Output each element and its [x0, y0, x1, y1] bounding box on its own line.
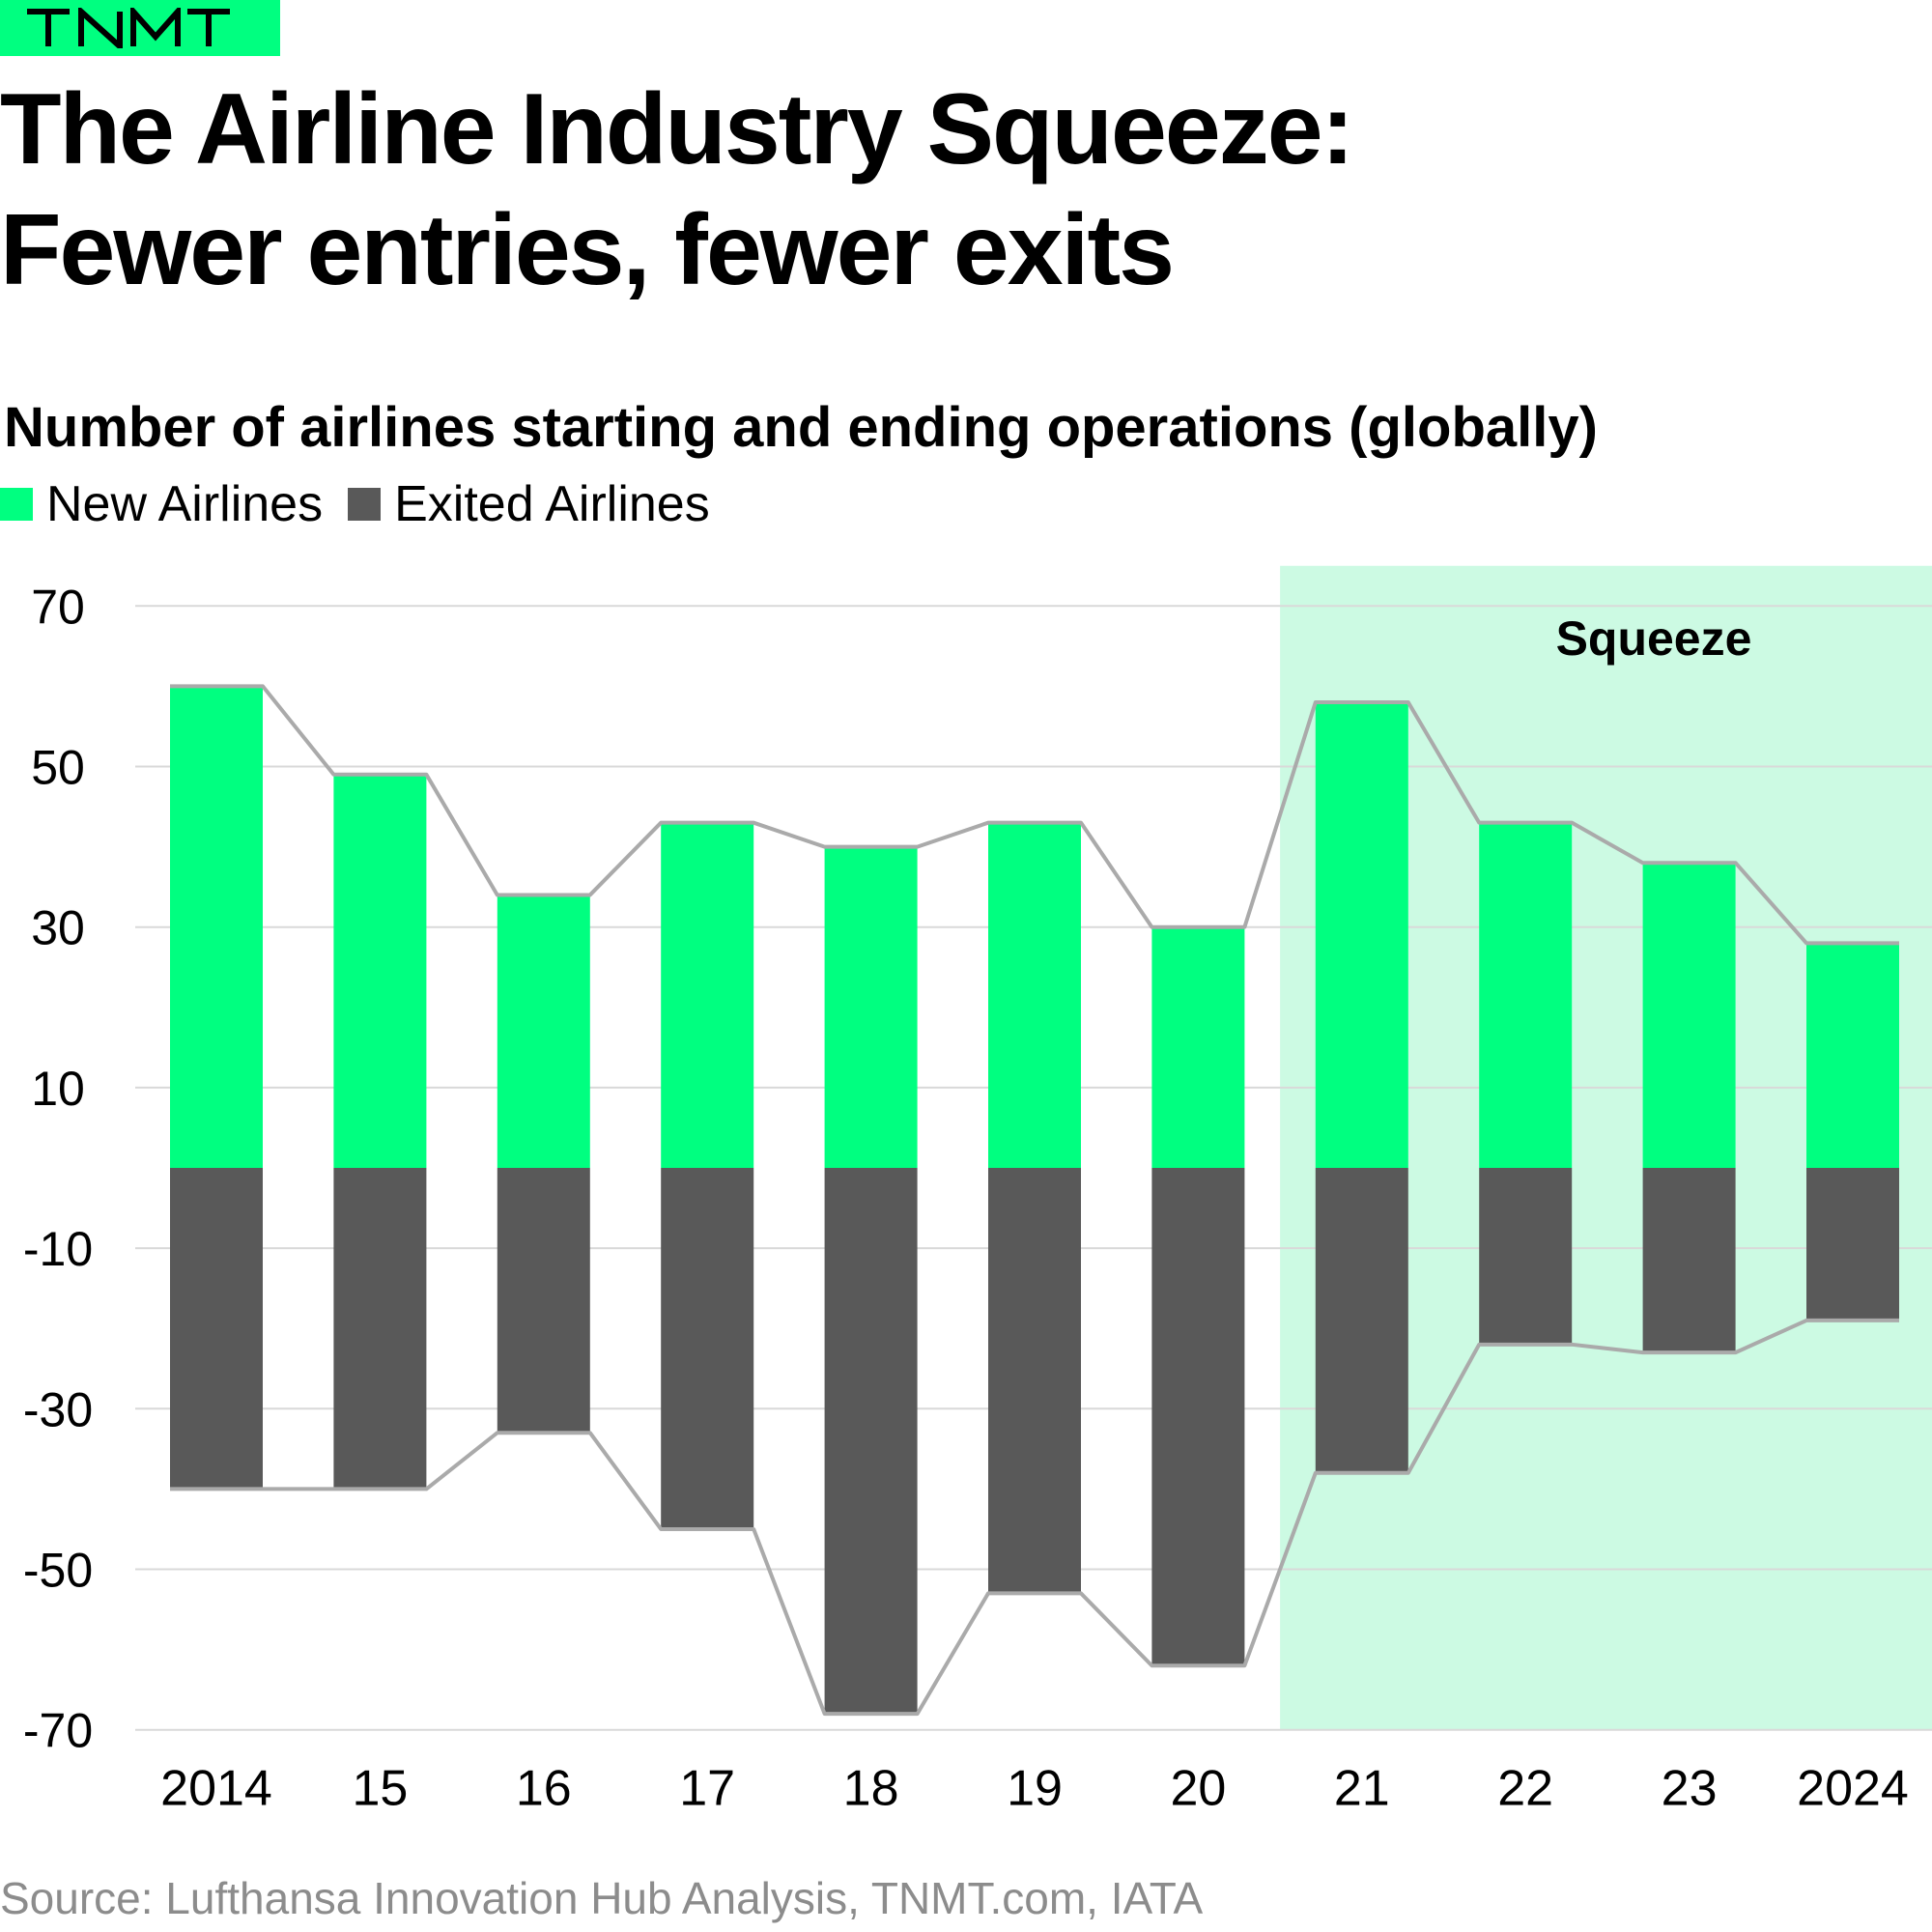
- bar-new-airlines: [661, 822, 754, 1168]
- chart-title: Number of airlines starting and ending o…: [4, 396, 1598, 459]
- bar-new-airlines: [1151, 926, 1245, 1168]
- y-tick-label: -30: [23, 1382, 93, 1436]
- legend-label-exited-airlines: Exited Airlines: [394, 476, 710, 532]
- bar-exited-airlines: [1315, 1168, 1408, 1473]
- bar-exited-airlines: [497, 1168, 590, 1434]
- x-tick-label: 20: [1170, 1761, 1226, 1817]
- legend-item-new-airlines: New Airlines: [0, 475, 323, 533]
- bar-new-airlines: [333, 774, 427, 1168]
- legend-swatch-new-airlines: [0, 488, 33, 521]
- x-tick-label: 2024: [1797, 1761, 1909, 1817]
- chart-headline: The Airline Industry Squeeze: Fewer entr…: [0, 70, 1913, 311]
- connector-line-new-airlines: [170, 684, 1899, 946]
- x-tick-label: 23: [1662, 1761, 1718, 1817]
- bar-exited-airlines: [661, 1168, 754, 1529]
- tnmt-logo: [0, 0, 280, 56]
- connector-line-exited-airlines: [170, 1318, 1899, 1717]
- legend-label-new-airlines: New Airlines: [46, 476, 324, 532]
- y-tick-label: 30: [31, 901, 85, 955]
- x-tick-label: 17: [679, 1761, 735, 1817]
- bar-new-airlines: [1642, 863, 1736, 1168]
- tnmt-logo-mark: [27, 8, 230, 48]
- legend-item-exited-airlines: Exited Airlines: [348, 475, 710, 533]
- bar-new-airlines: [1315, 702, 1408, 1168]
- chart-legend: New Airlines Exited Airlines: [0, 475, 735, 533]
- bar-new-airlines: [497, 895, 590, 1168]
- bar-exited-airlines: [824, 1168, 918, 1715]
- bar-exited-airlines: [1806, 1168, 1899, 1321]
- y-tick-label: -10: [23, 1222, 93, 1276]
- bar-new-airlines: [1806, 943, 1899, 1168]
- x-tick-label: 16: [516, 1761, 572, 1817]
- squeeze-label: Squeeze: [1556, 611, 1752, 666]
- x-tick-label: 19: [1007, 1761, 1063, 1817]
- y-tick-label: -50: [23, 1544, 93, 1598]
- bar-chart: Squeeze 70 50 30 10 -10 -30 -50 -70 2014 15 16 17 18 1…: [23, 565, 1932, 1817]
- bar-exited-airlines: [170, 1168, 263, 1490]
- bar-exited-airlines: [1151, 1168, 1245, 1666]
- bar-new-airlines: [988, 822, 1081, 1168]
- y-tick-label: 50: [31, 741, 85, 795]
- bar-exited-airlines: [988, 1168, 1081, 1594]
- bar-exited-airlines: [1479, 1168, 1573, 1345]
- x-tick-label: 2014: [160, 1761, 272, 1817]
- x-tick-label: 15: [352, 1761, 408, 1817]
- bar-new-airlines: [170, 686, 263, 1168]
- x-tick-label: 18: [843, 1761, 899, 1817]
- source-note: Source: Lufthansa Innovation Hub Analysi…: [0, 1873, 1204, 1923]
- bar-exited-airlines: [1642, 1168, 1736, 1353]
- x-tick-label: 21: [1334, 1761, 1390, 1817]
- y-tick-label: -70: [23, 1704, 93, 1758]
- y-tick-label: 70: [31, 580, 85, 634]
- legend-swatch-exited-airlines: [348, 488, 382, 521]
- y-tick-label: 10: [31, 1062, 85, 1116]
- headline-line-1: The Airline Industry Squeeze:: [0, 73, 1354, 185]
- x-tick-label: 22: [1497, 1761, 1553, 1817]
- bar-exited-airlines: [333, 1168, 427, 1490]
- headline-line-2: Fewer entries, fewer exits: [0, 193, 1175, 306]
- bar-new-airlines: [824, 846, 918, 1168]
- bar-new-airlines: [1479, 822, 1573, 1168]
